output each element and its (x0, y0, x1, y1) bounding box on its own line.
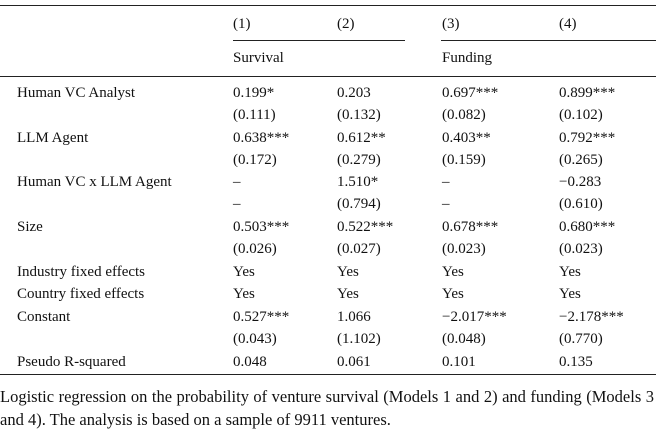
column-header: (3) (442, 16, 460, 32)
estimate: Yes (337, 286, 359, 303)
top-rule (0, 5, 656, 6)
estimate: Yes (442, 286, 464, 303)
std-error: (0.770) (559, 330, 603, 347)
std-error: (0.023) (559, 241, 603, 258)
std-error: – (442, 196, 450, 213)
row-label: Constant (17, 308, 71, 325)
group-rule (441, 40, 656, 41)
estimate: −2.178*** (559, 308, 624, 325)
estimate: 0.048 (233, 353, 267, 370)
std-error: (0.279) (337, 151, 381, 168)
estimate: 0.680*** (559, 219, 616, 236)
std-error: (1.102) (337, 330, 381, 347)
estimate: Yes (559, 263, 581, 280)
estimate: – (233, 174, 241, 191)
estimate: Yes (559, 286, 581, 303)
estimate: Yes (337, 263, 359, 280)
row-label: Industry fixed effects (17, 263, 146, 280)
std-error: (0.102) (559, 107, 603, 123)
std-error: (0.111) (233, 107, 276, 123)
estimate: −0.283 (559, 174, 602, 191)
row-label: Country fixed effects (17, 286, 145, 303)
estimate: 0.522*** (337, 219, 394, 236)
column-header: (1) (233, 16, 251, 32)
estimate: 0.199* (233, 85, 275, 101)
std-error: (0.172) (233, 151, 277, 168)
estimate: 0.403** (442, 129, 491, 146)
estimate: 1.066 (337, 308, 371, 325)
group-label: Funding (442, 50, 493, 66)
estimate: – (442, 174, 450, 191)
estimate: 0.101 (442, 353, 476, 370)
estimate: 0.203 (337, 85, 371, 101)
std-error: (0.023) (442, 241, 486, 258)
std-error: (0.043) (233, 330, 277, 347)
header-rule (0, 76, 656, 77)
std-error: (0.027) (337, 241, 381, 258)
estimate: 0.792*** (559, 129, 616, 146)
estimate: 0.527*** (233, 308, 290, 325)
estimate: 0.678*** (442, 219, 499, 236)
estimate: −2.017*** (442, 308, 507, 325)
std-error: (0.265) (559, 151, 603, 168)
row-label: Size (17, 219, 43, 236)
estimate: Yes (442, 263, 464, 280)
std-error: (0.026) (233, 241, 277, 258)
row-label: Human VC x LLM Agent (17, 174, 172, 191)
estimate: Yes (233, 263, 255, 280)
std-error: (0.082) (442, 107, 486, 123)
estimate: 0.697*** (442, 85, 499, 101)
estimate: 0.503*** (233, 219, 290, 236)
estimate: Yes (233, 286, 255, 303)
std-error: (0.048) (442, 330, 486, 347)
estimate: 0.638*** (233, 129, 290, 146)
row-label: Human VC Analyst (17, 85, 136, 101)
caption: Logistic regression on the probability o… (0, 387, 654, 429)
estimate: 0.061 (337, 353, 371, 370)
std-error: (0.159) (442, 151, 486, 168)
std-error: – (233, 196, 241, 213)
column-header: (2) (337, 16, 355, 32)
row-label: LLM Agent (17, 129, 89, 146)
group-rule (233, 40, 405, 41)
estimate: 0.899*** (559, 85, 616, 101)
estimate: 0.135 (559, 353, 593, 370)
estimate: 0.612** (337, 129, 386, 146)
bottom-rule (0, 374, 656, 375)
column-header: (4) (559, 16, 577, 32)
std-error: (0.794) (337, 196, 381, 213)
estimate: 1.510* (337, 174, 379, 191)
row-label: Pseudo R-squared (17, 353, 126, 370)
std-error: (0.132) (337, 107, 381, 123)
group-label: Survival (233, 50, 284, 66)
std-error: (0.610) (559, 196, 603, 213)
